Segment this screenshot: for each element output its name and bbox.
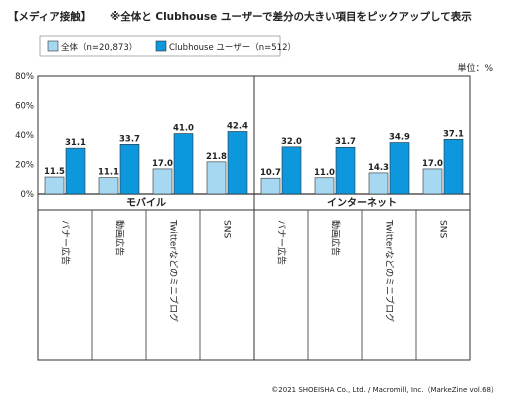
y-axis: 0% 20% 40% 60% 80% [15, 72, 34, 200]
bar [443, 138, 464, 195]
bar [173, 133, 194, 195]
category-label: バナー広告 [276, 220, 288, 265]
group-label: モバイル [126, 197, 166, 209]
legend-label-clubhouse: Clubhouse ユーザー（n=512） [169, 42, 296, 53]
data-label: 32.0 [281, 137, 302, 147]
data-label: 17.0 [152, 159, 173, 169]
bar [119, 143, 140, 195]
group-label: インターネット [327, 197, 397, 209]
data-label: 10.7 [260, 168, 281, 178]
y-tick-label: 60% [15, 102, 34, 112]
bar [314, 177, 335, 195]
category-label: 動画広告 [114, 220, 126, 256]
bar [44, 176, 65, 195]
data-label: 14.3 [368, 163, 389, 173]
data-label: 31.1 [65, 138, 86, 148]
bar [65, 147, 86, 195]
legend-swatch-clubhouse [155, 40, 167, 52]
plot-area: 11.5 31.1 11.1 33.7 17.0 41.0 21.8 42.4 10.7 32.0… [37, 75, 471, 361]
category-label: 動画広告 [330, 220, 342, 256]
category-label: バナー広告 [60, 220, 72, 265]
data-label: 31.7 [335, 137, 356, 147]
y-tick-label: 20% [15, 161, 34, 171]
category-label: SNS [438, 220, 448, 238]
data-label: 21.8 [206, 152, 227, 162]
bar [260, 177, 281, 195]
bar [98, 177, 119, 195]
category-label: Twitterなどのミニブログ [168, 219, 180, 322]
data-label: 17.0 [422, 159, 443, 169]
chart-note: ※全体と Clubhouse ユーザーで差分の大きい項目をピックアップして表示 [110, 10, 472, 23]
bar [227, 131, 248, 195]
category-label: Twitterなどのミニブログ [384, 219, 396, 322]
bar [206, 161, 227, 195]
data-label: 41.0 [173, 124, 194, 134]
data-label: 34.9 [389, 133, 410, 143]
bar [152, 168, 173, 195]
footer-credit: ©2021 SHOEISHA Co., Ltd. / Macromill, In… [271, 386, 498, 394]
y-tick-label: 40% [15, 131, 34, 141]
bar [368, 172, 389, 195]
legend: 全体（n=20,873） Clubhouse ユーザー（n=512） [39, 35, 296, 57]
bar [422, 168, 443, 195]
data-label: 33.7 [119, 134, 140, 144]
data-label: 11.5 [44, 167, 65, 177]
bar [281, 146, 302, 195]
data-label: 37.1 [443, 129, 464, 139]
bar [389, 142, 410, 195]
legend-label-overall: 全体（n=20,873） [61, 42, 137, 53]
y-tick-label: 0% [21, 190, 35, 200]
chart-title: 【メディア接触】 [8, 10, 91, 23]
data-label: 11.0 [314, 168, 335, 178]
category-label: SNS [222, 220, 232, 238]
data-label: 42.4 [227, 121, 248, 131]
legend-swatch-overall [47, 40, 59, 52]
bar [335, 146, 356, 195]
unit-label: 単位：% [457, 62, 493, 74]
y-tick-label: 80% [15, 72, 34, 82]
data-label: 11.1 [98, 168, 119, 178]
